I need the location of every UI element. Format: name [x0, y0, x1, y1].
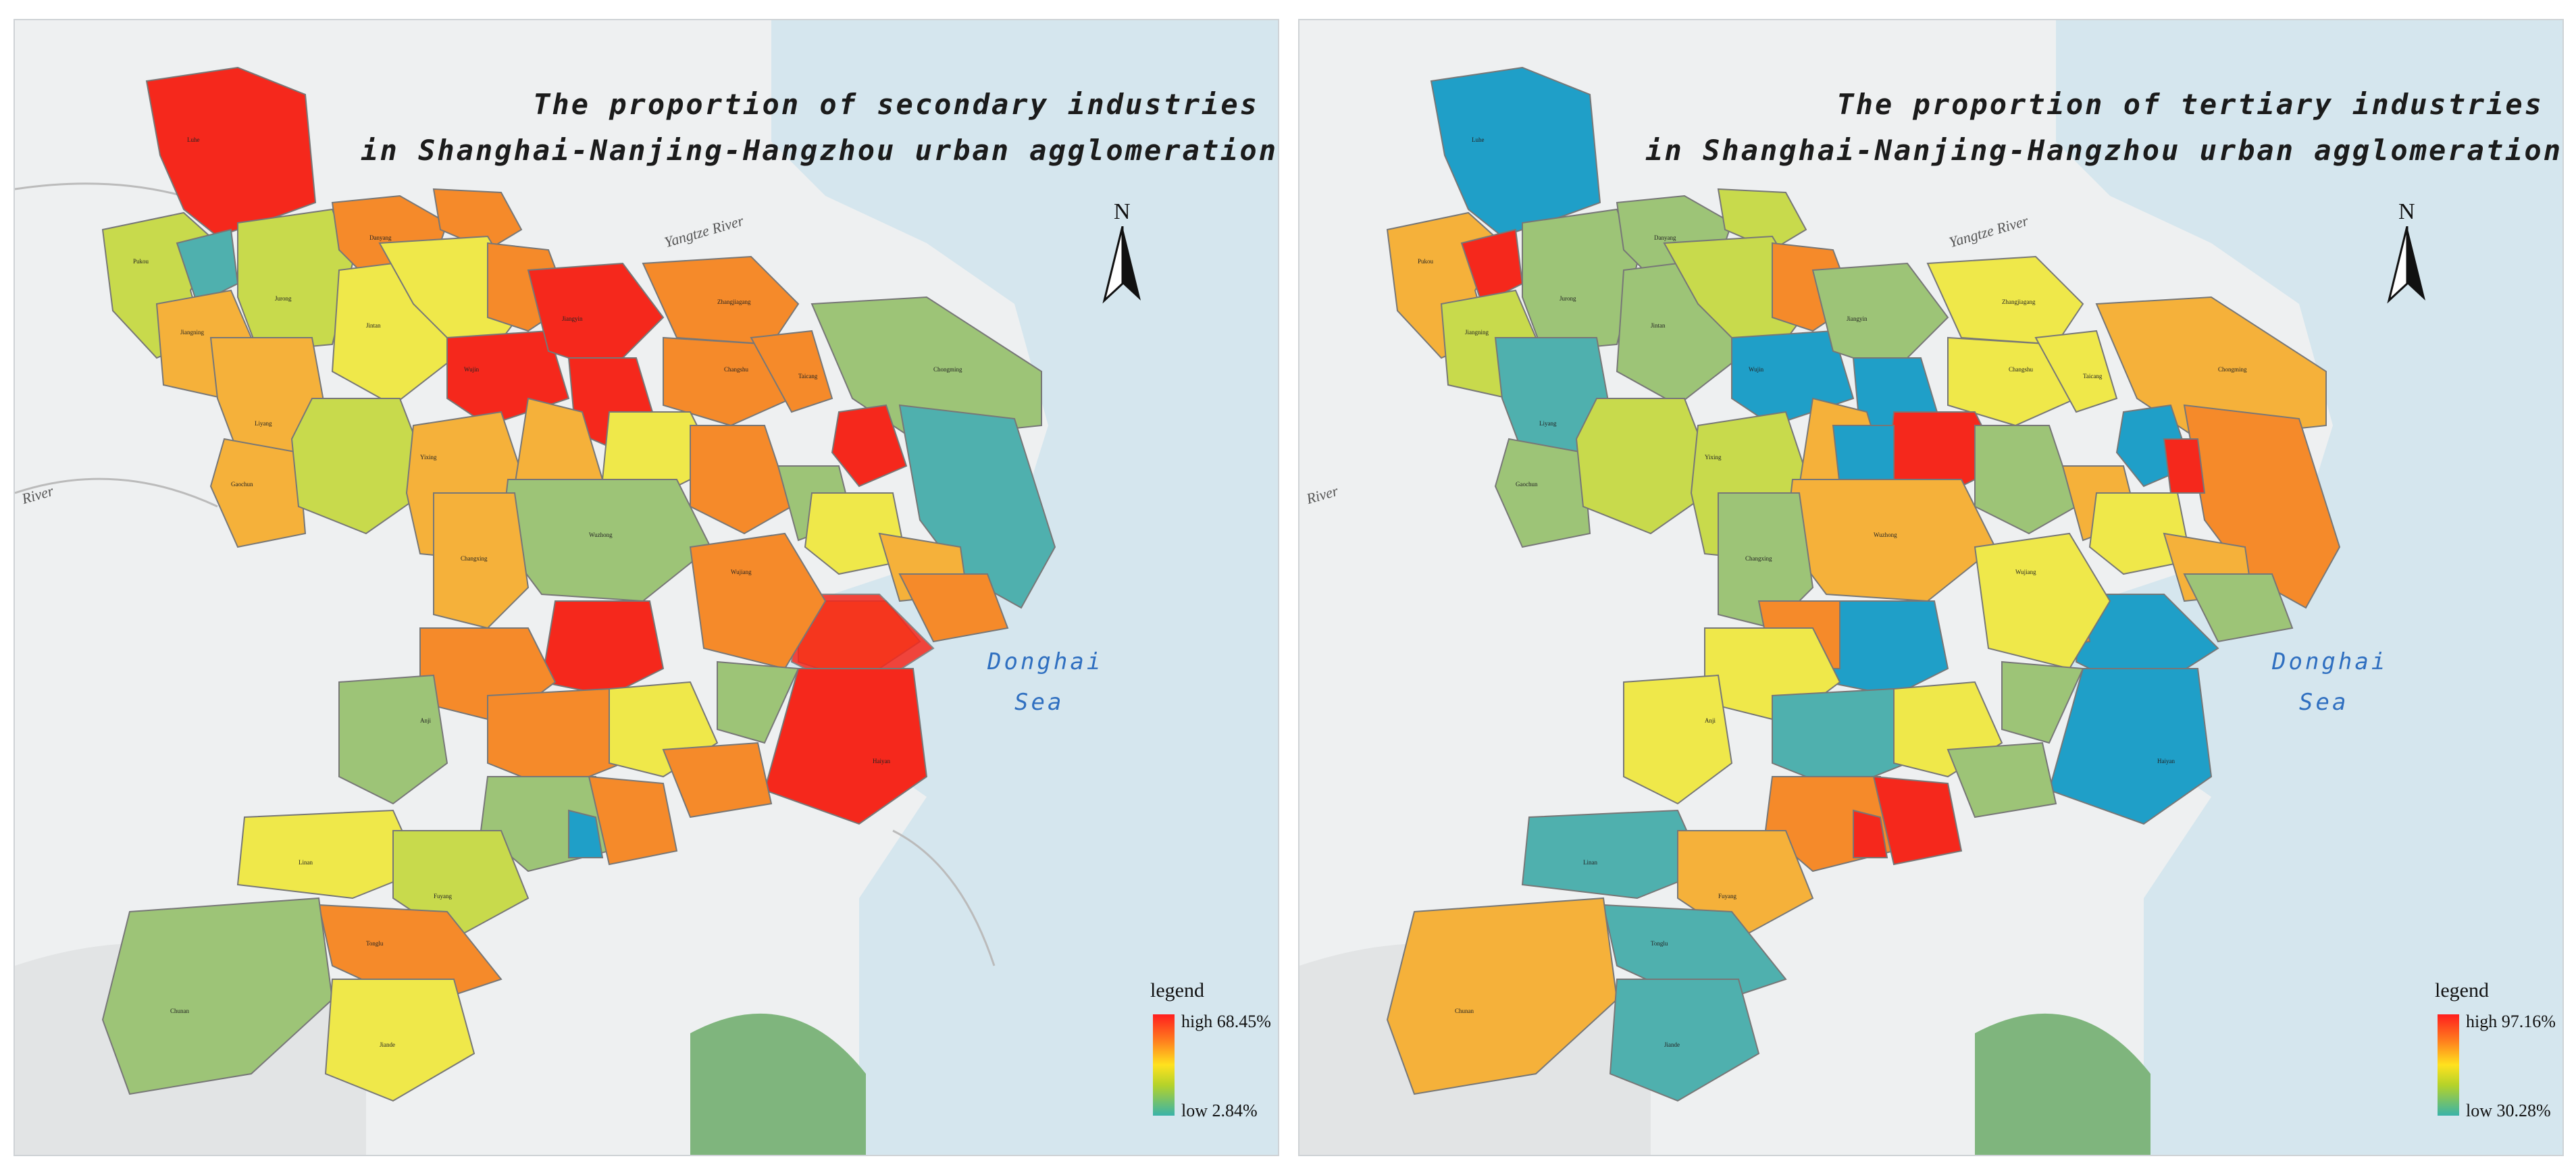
- north-arrow-icon: [2387, 226, 2425, 304]
- map-title-line2: in Shanghai-Nanjing-Hangzhou urban agglo…: [1645, 134, 2562, 167]
- svg-text:Gaochun: Gaochun: [1516, 481, 1538, 488]
- svg-text:Luhe: Luhe: [187, 136, 200, 143]
- map-title-line1: The proportion of tertiary industries: [1836, 88, 2544, 121]
- svg-text:Liyang: Liyang: [1539, 420, 1557, 427]
- svg-text:Chunan: Chunan: [170, 1008, 189, 1014]
- svg-text:Wuzhong: Wuzhong: [1874, 531, 1897, 538]
- legend-color-bar: [2438, 1014, 2459, 1116]
- svg-text:Chunan: Chunan: [1455, 1008, 1474, 1014]
- svg-text:Zhangjiagang: Zhangjiagang: [2002, 298, 2036, 305]
- map-panel-tertiary: Luhe Pukou Jiangning Jurong Danyang Jint…: [1298, 19, 2564, 1156]
- svg-text:Jurong: Jurong: [1560, 295, 1576, 302]
- svg-text:Jiangning: Jiangning: [180, 329, 204, 336]
- map-panel-secondary: Luhe Pukou Jiangning Jurong Danyang Jint…: [14, 19, 1279, 1156]
- svg-text:Taicang: Taicang: [2083, 373, 2103, 380]
- svg-text:Gaochun: Gaochun: [231, 481, 253, 488]
- svg-text:Jintan: Jintan: [366, 322, 381, 329]
- sea-label-line1: Donghai: [2272, 648, 2388, 675]
- legend: legend high 68.45% low 2.84%: [1126, 979, 1274, 1128]
- svg-text:Changshu: Changshu: [2009, 366, 2034, 373]
- svg-text:Liyang: Liyang: [255, 420, 272, 427]
- legend-high: high 68.45%: [1181, 1012, 1271, 1031]
- svg-text:Changxing: Changxing: [1745, 555, 1772, 562]
- map-canvas: Luhe Pukou Jiangning Jurong Danyang Jint…: [15, 20, 1278, 1155]
- legend-color-bar: [1153, 1014, 1175, 1116]
- map-canvas: Luhe Pukou Jiangning Jurong Danyang Jint…: [1299, 20, 2562, 1155]
- svg-text:Haiyan: Haiyan: [2157, 758, 2175, 764]
- svg-text:Wujin: Wujin: [464, 366, 480, 373]
- svg-text:Pukou: Pukou: [1418, 258, 1434, 265]
- svg-text:Jintan: Jintan: [1651, 322, 1666, 329]
- legend: legend high 97.16% low 30.28%: [2411, 979, 2559, 1128]
- svg-text:Wujiang: Wujiang: [731, 569, 752, 575]
- svg-text:Chongming: Chongming: [933, 366, 962, 373]
- legend-title: legend: [2435, 979, 2489, 1002]
- svg-text:Pukou: Pukou: [133, 258, 149, 265]
- svg-text:Tonglu: Tonglu: [1651, 940, 1668, 947]
- sea-label-line1: Donghai: [987, 648, 1104, 675]
- north-arrow: N: [1099, 199, 1146, 321]
- north-label: N: [2398, 199, 2415, 224]
- svg-text:Changshu: Changshu: [724, 366, 749, 373]
- svg-text:Jiande: Jiande: [1664, 1041, 1680, 1048]
- map-title-line2: in Shanghai-Nanjing-Hangzhou urban agglo…: [361, 134, 1278, 167]
- svg-text:Wujin: Wujin: [1749, 366, 1764, 373]
- svg-text:Jurong: Jurong: [275, 295, 292, 302]
- svg-text:Tonglu: Tonglu: [366, 940, 384, 947]
- svg-text:Zhangjiagang: Zhangjiagang: [717, 298, 751, 305]
- svg-text:Yixing: Yixing: [1705, 454, 1722, 461]
- svg-text:Wujiang: Wujiang: [2015, 569, 2036, 575]
- legend-low: low 2.84%: [1181, 1101, 1258, 1120]
- svg-text:Danyang: Danyang: [369, 234, 392, 241]
- svg-text:Changxing: Changxing: [461, 555, 488, 562]
- sea-label-line2: Sea: [2299, 689, 2349, 716]
- north-arrow-icon: [1102, 226, 1141, 304]
- legend-high: high 97.16%: [2466, 1012, 2556, 1031]
- svg-text:Wuzhong: Wuzhong: [589, 531, 613, 538]
- svg-text:Jiangyin: Jiangyin: [1847, 315, 1867, 322]
- svg-text:Yixing: Yixing: [420, 454, 437, 461]
- sea-label-line2: Sea: [1014, 689, 1064, 716]
- svg-text:Taicang: Taicang: [798, 373, 818, 380]
- svg-text:Anji: Anji: [420, 717, 432, 724]
- svg-text:Haiyan: Haiyan: [873, 758, 890, 764]
- north-label: N: [1114, 199, 1131, 224]
- svg-text:Linan: Linan: [1583, 859, 1597, 866]
- svg-text:Anji: Anji: [1705, 717, 1716, 724]
- svg-text:Danyang: Danyang: [1654, 234, 1676, 241]
- north-arrow: N: [2384, 199, 2431, 321]
- svg-text:Luhe: Luhe: [1472, 136, 1485, 143]
- map-title-line1: The proportion of secondary industries: [533, 88, 1259, 121]
- svg-text:Chongming: Chongming: [2218, 366, 2247, 373]
- svg-text:Fuyang: Fuyang: [434, 893, 453, 900]
- svg-text:Fuyang: Fuyang: [1718, 893, 1737, 900]
- svg-text:Jiande: Jiande: [380, 1041, 395, 1048]
- svg-text:Jiangyin: Jiangyin: [562, 315, 583, 322]
- legend-low: low 30.28%: [2466, 1101, 2551, 1120]
- svg-text:Jiangning: Jiangning: [1465, 329, 1489, 336]
- svg-text:Linan: Linan: [299, 859, 313, 866]
- legend-title: legend: [1150, 979, 1204, 1002]
